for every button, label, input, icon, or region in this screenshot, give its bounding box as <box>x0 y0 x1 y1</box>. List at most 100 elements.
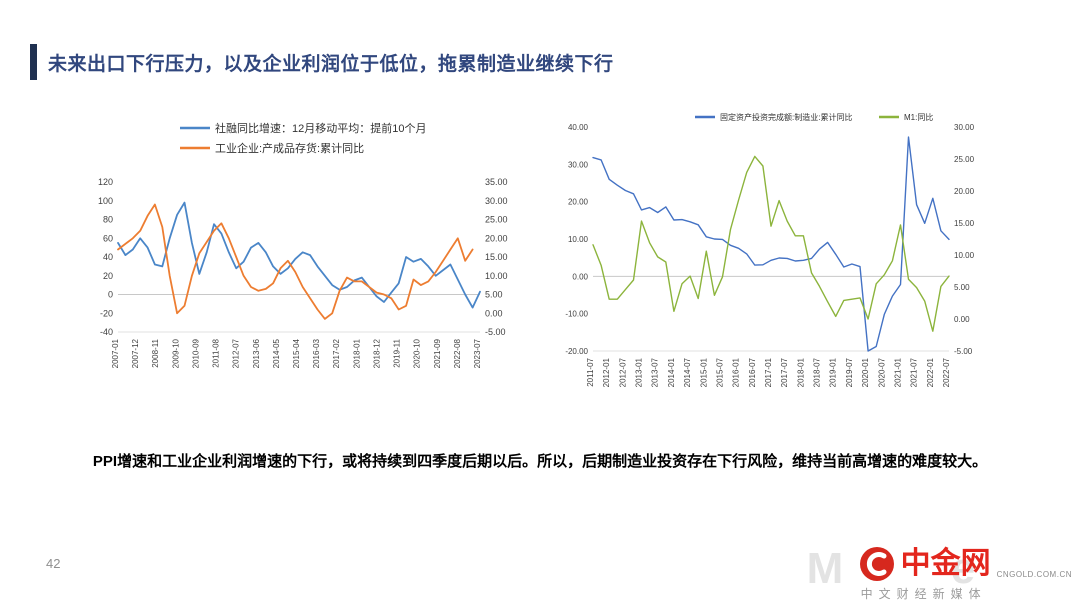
x-axis-label: 2013-01 <box>635 357 644 387</box>
brand-tagline: 中文财经新媒体 <box>860 587 987 601</box>
x-axis-label: 2016-03 <box>312 338 321 368</box>
x-axis-label: 2016-01 <box>732 357 741 387</box>
right-axis-tick: 5.00 <box>485 290 503 300</box>
title-accent-bar <box>30 44 37 80</box>
x-axis-label: 2018-01 <box>796 357 805 387</box>
x-axis-label: 2019-07 <box>845 357 854 387</box>
right-axis-tick: 20.00 <box>485 233 508 243</box>
cngold-logo: M e 中金网 CNGOLD.COM.CN 中文财经新媒体 <box>807 544 1072 602</box>
watermark-fragment: M <box>806 544 844 593</box>
x-axis-label: 2020-01 <box>861 357 870 387</box>
x-axis-label: 2007-01 <box>111 338 120 368</box>
x-axis-label: 2008-11 <box>151 338 160 367</box>
left-axis-tick: 100 <box>98 196 113 206</box>
right-axis-tick: 15.00 <box>954 219 975 228</box>
x-axis-label: 2022-07 <box>942 357 951 387</box>
right-axis-tick: 30.00 <box>485 196 508 206</box>
left-axis-tick: -20 <box>100 308 113 318</box>
legend-label: 工业企业:产成品存货:累计同比 <box>215 141 364 155</box>
right-axis-tick: 30.00 <box>954 123 975 132</box>
x-axis-label: 2018-01 <box>352 338 361 368</box>
x-axis-label: 2019-11 <box>393 338 402 367</box>
left-axis-tick: 40.00 <box>568 123 589 132</box>
x-axis-label: 2020-07 <box>877 357 886 387</box>
brand-domain: CNGOLD.COM.CN <box>996 570 1072 579</box>
left-chart: 120 100 80 60 40 20 0 -20 -40 35.00 30.00 25.00 20.0… <box>98 121 508 369</box>
x-axis-label: 2014-01 <box>667 357 676 387</box>
series-line-0 <box>117 201 481 309</box>
x-axis-label: 2022-01 <box>926 357 935 387</box>
series-line-0 <box>592 136 950 352</box>
x-axis-label: 2013-07 <box>651 357 660 387</box>
right-axis-tick: -5.00 <box>954 347 973 356</box>
legend-label: 社融同比增速：12月移动平均：提前10个月 <box>215 121 426 135</box>
left-axis-tick: 60 <box>103 233 113 243</box>
left-axis-tick: -10.00 <box>565 310 588 319</box>
x-axis-label: 2023-07 <box>473 338 482 368</box>
x-axis-label: 2010-09 <box>191 338 200 368</box>
page-title: 未来出口下行压力，以及企业利润位于低位，拖累制造业继续下行 <box>48 53 614 75</box>
left-axis-tick: 120 <box>98 177 113 187</box>
x-axis-label: 2014-05 <box>272 338 281 368</box>
x-axis-label: 2019-01 <box>829 357 838 387</box>
cngold-logo-icon <box>859 547 894 581</box>
logo-row: 中金网 CNGOLD.COM.CN <box>859 546 1072 582</box>
series-line-1 <box>592 155 950 332</box>
x-axis-label: 2012-07 <box>618 357 627 387</box>
slide-title-block: 未来出口下行压力，以及企业利润位于低位，拖累制造业继续下行 <box>30 44 614 80</box>
chart-canvas: 120 100 80 60 40 20 0 -20 -40 35.00 30.00 25.00 20.0… <box>98 121 508 369</box>
right-axis-tick: 20.00 <box>954 187 975 196</box>
series-line-1 <box>117 203 474 320</box>
left-axis-tick: 0 <box>108 290 113 300</box>
x-axis-label: 2013-06 <box>252 338 261 368</box>
left-axis-tick: 20 <box>103 271 113 281</box>
x-axis-label: 2009-10 <box>171 338 180 368</box>
body-text: PPI增速和工业企业利润增速的下行，或将持续到四季度后期以后。所以，后期制造业投… <box>92 453 988 470</box>
right-axis-tick: 15.00 <box>485 252 508 262</box>
right-axis-tick: 10.00 <box>954 251 975 260</box>
x-axis-label: 2017-01 <box>764 357 773 387</box>
left-axis-tick: 80 <box>103 215 113 225</box>
watermark-fragment: e <box>950 544 976 593</box>
x-axis-label: 2015-04 <box>292 338 301 368</box>
x-axis-label: 2018-12 <box>372 338 381 368</box>
x-axis-label: 2017-07 <box>780 357 789 387</box>
left-axis-tick: 10.00 <box>568 235 589 244</box>
x-axis-label: 2021-07 <box>910 357 919 387</box>
x-axis-label: 2011-08 <box>212 338 221 367</box>
left-axis-tick: 20.00 <box>568 198 589 207</box>
left-axis-tick: -20.00 <box>565 347 588 356</box>
x-axis-label: 2012-07 <box>232 338 241 368</box>
right-axis-tick: 0.00 <box>485 308 503 318</box>
left-axis-tick: -40 <box>100 327 113 337</box>
left-axis-tick: 40 <box>103 252 113 262</box>
right-axis-tick: 25.00 <box>954 155 975 164</box>
page-number: 42 <box>46 556 61 571</box>
right-axis-tick: 25.00 <box>485 215 508 225</box>
x-axis-label: 2021-09 <box>433 338 442 368</box>
right-axis-tick: 10.00 <box>485 271 508 281</box>
right-chart: 40.00 30.00 20.00 10.00 0.00 -10.00 -20.00 30.0… <box>565 112 974 388</box>
x-axis-label: 2022-08 <box>453 338 462 368</box>
legend-label: M1:同比 <box>904 112 933 122</box>
legend-label: 固定资产投资完成额:制造业:累计同比 <box>720 112 852 122</box>
left-axis-tick: 30.00 <box>568 160 589 169</box>
chart-canvas: 40.00 30.00 20.00 10.00 0.00 -10.00 -20.00 30.0… <box>565 112 974 388</box>
x-axis-label: 2017-02 <box>332 338 341 368</box>
x-axis-label: 2020-10 <box>413 338 422 368</box>
brand-name: 中金网 <box>900 547 991 580</box>
x-axis-label: 2014-07 <box>683 357 692 387</box>
x-axis-label: 2011-07 <box>586 357 595 386</box>
x-axis-label: 2018-07 <box>813 357 822 387</box>
x-axis-label: 2015-07 <box>715 357 724 387</box>
x-axis-label: 2016-07 <box>748 357 757 387</box>
right-axis-tick: 35.00 <box>485 177 508 187</box>
right-axis-tick: -5.00 <box>485 327 506 337</box>
right-axis-tick: 5.00 <box>954 283 970 292</box>
x-axis-label: 2015-01 <box>699 357 708 387</box>
x-axis-label: 2007-12 <box>131 338 140 368</box>
right-axis-tick: 0.00 <box>954 315 970 324</box>
x-axis-label: 2021-01 <box>893 357 902 387</box>
left-axis-tick: 0.00 <box>572 272 588 281</box>
